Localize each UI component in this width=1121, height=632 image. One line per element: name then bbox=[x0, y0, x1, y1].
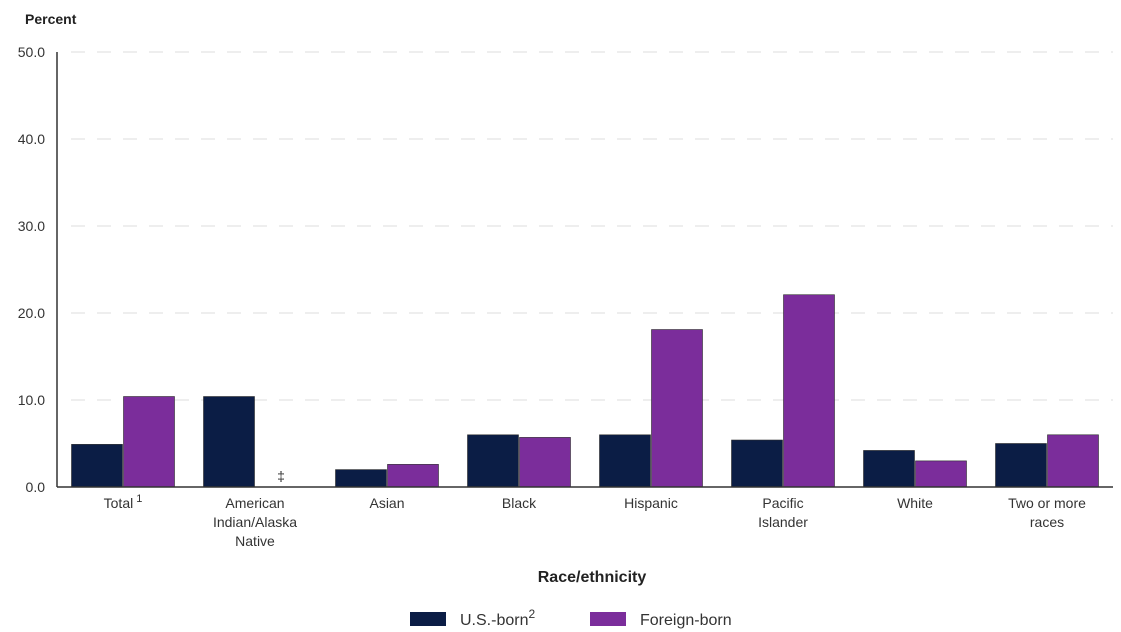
y-tick-label: 20.0 bbox=[18, 305, 45, 321]
category-label-line: Islander bbox=[758, 514, 808, 530]
category-label-line: Hispanic bbox=[624, 495, 678, 511]
y-tick-label: 50.0 bbox=[18, 44, 45, 60]
category-label-line: Native bbox=[235, 533, 275, 549]
category-label: American Indian/Alaska Native bbox=[213, 495, 297, 549]
category-label: Pacific Islander bbox=[758, 495, 808, 530]
bar-foreign-born bbox=[519, 437, 571, 488]
bar-us-born bbox=[203, 396, 255, 488]
category-label: Hispanic bbox=[624, 495, 678, 511]
category-label: White bbox=[897, 495, 933, 511]
legend-swatch bbox=[410, 612, 446, 626]
category-label-line: Indian/Alaska bbox=[213, 514, 297, 530]
legend-item: U.S.-born2 bbox=[410, 607, 535, 629]
y-tick-label: 30.0 bbox=[18, 218, 45, 234]
category-label-line: White bbox=[897, 495, 933, 511]
bar-us-born bbox=[995, 443, 1047, 488]
legend-label: U.S.-born2 bbox=[460, 607, 535, 629]
bar-us-born bbox=[335, 469, 387, 488]
bars: ‡ bbox=[71, 294, 1099, 488]
legend-label: Foreign-born bbox=[640, 612, 732, 629]
category-label-line: American bbox=[225, 495, 284, 511]
legend: U.S.-born2 Foreign-born bbox=[410, 607, 732, 629]
axes bbox=[56, 52, 1113, 488]
category-label: Black bbox=[502, 495, 537, 511]
bar-foreign-born bbox=[915, 460, 967, 488]
bar-foreign-born bbox=[783, 294, 835, 488]
category-labels: Total 1 American Indian/Alaska Native Asian Bl… bbox=[104, 493, 1086, 549]
y-tick-label: 10.0 bbox=[18, 392, 45, 408]
category-label: Asian bbox=[369, 495, 404, 511]
category-label: Total 1 bbox=[104, 493, 143, 511]
legend-item: Foreign-born bbox=[590, 612, 732, 629]
y-tick-label: 40.0 bbox=[18, 131, 45, 147]
category-label-line: Two or more bbox=[1008, 495, 1086, 511]
bar-foreign-born bbox=[651, 329, 703, 488]
bar-us-born bbox=[599, 434, 651, 488]
category-label-line: Pacific bbox=[762, 495, 803, 511]
legend-swatch bbox=[590, 612, 626, 626]
category-label-line: Asian bbox=[369, 495, 404, 511]
bar-us-born bbox=[863, 450, 915, 488]
gridlines bbox=[71, 51, 1113, 401]
bar-foreign-born bbox=[123, 396, 175, 488]
missing-value-marker: ‡ bbox=[277, 468, 285, 484]
bar-us-born bbox=[71, 444, 123, 488]
y-tick-label: 0.0 bbox=[26, 479, 46, 495]
bar-foreign-born bbox=[1047, 434, 1099, 488]
x-axis-title: Race/ethnicity bbox=[538, 569, 647, 586]
category-label-line: races bbox=[1030, 514, 1064, 530]
bar-us-born bbox=[467, 434, 519, 488]
category-label: Two or more races bbox=[1008, 495, 1086, 530]
bar-foreign-born bbox=[387, 464, 439, 488]
category-label-line: Black bbox=[502, 495, 537, 511]
y-tick-labels: 0.0 10.0 20.0 30.0 40.0 50.0 bbox=[18, 44, 45, 495]
category-label-line: Total 1 bbox=[104, 493, 143, 511]
bar-us-born bbox=[731, 439, 783, 488]
y-axis-label: Percent bbox=[25, 11, 77, 27]
